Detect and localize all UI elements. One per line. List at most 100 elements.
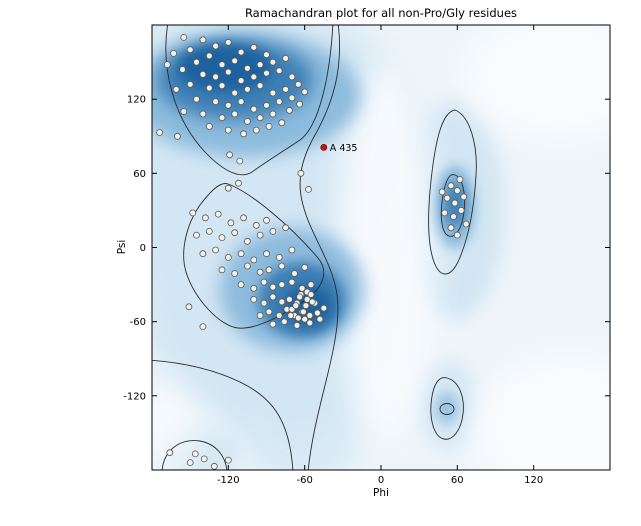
y-tick-label: 120: [127, 95, 146, 106]
data-point: [218, 266, 226, 274]
data-point: [301, 88, 309, 96]
data-point: [163, 61, 171, 68]
data-point: [298, 284, 306, 292]
data-point: [224, 68, 232, 76]
data-point: [256, 61, 264, 68]
data-point: [260, 278, 268, 286]
data-point: [243, 64, 251, 72]
data-point: [210, 462, 218, 470]
chart-title: Ramachandran plot for all non-Pro/Gly re…: [245, 6, 517, 20]
data-point: [201, 214, 209, 222]
data-point: [265, 308, 273, 316]
data-point: [250, 284, 258, 292]
density-bottom-right-core: [435, 392, 459, 424]
data-point: [294, 80, 302, 88]
data-point: [269, 320, 277, 328]
data-point: [231, 110, 239, 118]
data-point: [256, 312, 264, 319]
data-point: [269, 110, 277, 118]
data-point: [243, 118, 251, 125]
data-point: [218, 61, 226, 68]
x-axis-label: Phi: [373, 487, 389, 499]
data-point: [313, 309, 321, 317]
data-point: [231, 89, 239, 97]
data-point: [269, 293, 277, 301]
data-point: [224, 38, 232, 46]
data-point: [250, 295, 258, 303]
data-point: [231, 270, 239, 277]
data-point: [306, 312, 314, 319]
data-point: [237, 250, 245, 258]
data-point: [320, 304, 328, 312]
data-point: [185, 303, 193, 311]
data-point: [296, 293, 304, 301]
data-point: [227, 219, 235, 227]
data-point: [237, 281, 245, 289]
data-point: [447, 224, 455, 232]
data-point: [199, 110, 207, 118]
data-point: [460, 193, 468, 201]
data-point: [307, 291, 315, 298]
data-point: [212, 73, 220, 81]
data-point: [231, 229, 239, 237]
data-point: [224, 456, 232, 464]
data-point: [193, 95, 200, 103]
data-point: [293, 321, 301, 329]
data-point: [180, 34, 188, 41]
data-point: [243, 262, 251, 270]
data-point: [191, 450, 199, 458]
data-point: [287, 312, 295, 319]
data-point: [269, 283, 277, 291]
data-point: [199, 323, 207, 331]
data-point: [462, 220, 470, 228]
data-point: [288, 278, 296, 286]
data-point: [252, 126, 260, 134]
data-point: [218, 114, 226, 122]
contour-alpha-region: [183, 183, 325, 329]
data-point: [179, 66, 186, 73]
data-point: [235, 179, 242, 187]
data-point: [285, 295, 293, 303]
x-tick-label: 0: [378, 475, 384, 486]
data-point: [256, 268, 264, 276]
data-point: [278, 298, 286, 306]
data-point: [199, 71, 207, 78]
data-point: [308, 298, 316, 306]
data-point: [205, 227, 213, 235]
data-point: [243, 85, 251, 93]
light-area-center-gap: [337, 60, 433, 440]
data-point: [212, 98, 220, 105]
data-point: [438, 188, 446, 196]
contour-bottom-right-inner: [439, 403, 455, 415]
data-point: [288, 246, 296, 254]
data-point: [256, 114, 264, 122]
y-tick-label: 60: [133, 169, 146, 180]
contour-left-envelope: [152, 25, 341, 470]
data-point: [226, 151, 234, 159]
data-point: [263, 216, 270, 224]
data-point: [186, 459, 194, 467]
data-point: [296, 100, 304, 108]
data-point: [172, 85, 180, 93]
data-point: [173, 132, 181, 140]
data-point: [453, 231, 461, 239]
data-point: [237, 98, 245, 105]
data-point: [243, 237, 251, 245]
data-point: [288, 94, 296, 102]
data-point: [275, 253, 283, 261]
data-point: [269, 89, 277, 97]
data-point: [263, 51, 270, 59]
data-point: [263, 69, 270, 77]
data-point: [205, 84, 213, 92]
data-point: [288, 73, 296, 81]
light-area-top-right: [465, 25, 610, 140]
data-point: [275, 67, 283, 75]
data-point: [186, 46, 194, 54]
data-point: [282, 85, 290, 93]
data-point: [256, 82, 264, 89]
data-point: [200, 455, 208, 463]
density-lower-band: [230, 310, 370, 470]
data-point: [240, 130, 248, 138]
data-point: [240, 214, 248, 222]
